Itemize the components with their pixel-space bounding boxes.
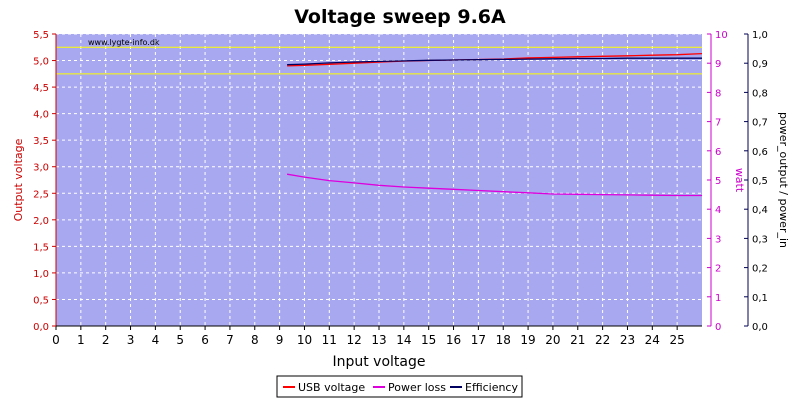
x-tick-label: 16: [446, 333, 461, 347]
right2-tick-label: 0,1: [752, 293, 768, 304]
x-tick-label: 13: [371, 333, 386, 347]
x-tick-label: 23: [620, 333, 635, 347]
right2-tick-label: 0,2: [752, 264, 768, 275]
right1-tick-label: 0: [715, 322, 721, 333]
left-axis-ticks: 0,0 0,5 1,0 1,5 2,0 2,5 3,0 3,5 4,0 4,5 5,0 5,5: [33, 30, 56, 333]
x-tick-label: 2: [102, 333, 110, 347]
right1-tick-label: 10: [715, 30, 728, 41]
x-tick-label: 21: [570, 333, 585, 347]
series-line-efficiency: [287, 57, 702, 66]
x-tick-label: 15: [421, 333, 436, 347]
left-tick-label: 2,5: [33, 189, 49, 200]
left-tick-label: 1,5: [33, 242, 49, 253]
right2-tick-label: 0,9: [752, 59, 768, 70]
left-tick-label: 3,5: [33, 136, 49, 147]
left-tick-label: 3,0: [33, 163, 49, 174]
right1-axis-label: watt: [733, 168, 746, 193]
right2-tick-label: 0,8: [752, 88, 768, 99]
x-tick-label: 0: [52, 333, 60, 347]
right2-tick-label: 0,3: [752, 234, 768, 245]
right1-tick-label: 8: [715, 88, 721, 99]
right1-tick-label: 1: [715, 293, 721, 304]
left-tick-label: 4,0: [33, 110, 49, 121]
x-tick-label: 5: [176, 333, 184, 347]
right2-tick-label: 0,6: [752, 147, 768, 158]
left-tick-label: 0,5: [33, 295, 49, 306]
x-tick-label: 12: [347, 333, 362, 347]
x-tick-label: 11: [322, 333, 337, 347]
right2-tick-label: 0,0: [752, 322, 768, 333]
watermark: www.lygte-info.dk: [88, 38, 160, 47]
right2-tick-label: 0,7: [752, 118, 768, 129]
chart-title: Voltage sweep 9.6A: [294, 6, 506, 28]
series-lines: [286, 52, 703, 197]
right1-tick-label: 6: [715, 147, 721, 158]
left-tick-label: 0,0: [33, 322, 49, 333]
x-axis-label: Input voltage: [332, 354, 425, 370]
x-tick-label: 6: [201, 333, 209, 347]
x-tick-label: 9: [276, 333, 284, 347]
x-tick-label: 20: [545, 333, 560, 347]
series-line-power-loss: [286, 173, 702, 197]
x-tick-label: 18: [496, 333, 511, 347]
x-tick-label: 1: [77, 333, 85, 347]
left-tick-label: 5,5: [33, 30, 49, 41]
right1-tick-label: 4: [715, 205, 721, 216]
reference-lines: [56, 46, 702, 75]
legend-label-usb-voltage: USB voltage: [298, 381, 365, 394]
right1-tick-label: 3: [715, 234, 721, 245]
right1-tick-label: 9: [715, 59, 721, 70]
legend-label-efficiency: Efficiency: [465, 381, 518, 394]
x-tick-label: 17: [471, 333, 486, 347]
legend-box: [276, 375, 523, 398]
right1-tick-label: 5: [715, 176, 721, 187]
x-tick-label: 4: [152, 333, 160, 347]
left-tick-label: 5,0: [33, 57, 49, 68]
right1-axis-ticks: 0 1 2 3 4 5 6 7 8 9 10: [707, 30, 728, 333]
right1-tick-label: 7: [715, 118, 721, 129]
x-tick-label: 10: [297, 333, 312, 347]
left-tick-label: 1,0: [33, 269, 49, 280]
x-tick-label: 14: [396, 333, 411, 347]
left-tick-label: 4,5: [33, 83, 49, 94]
right2-axis-label: power_output / power_in: [777, 112, 790, 248]
right1-tick-label: 2: [715, 264, 721, 275]
left-tick-label: 2,0: [33, 216, 49, 227]
legend-label-power-loss: Power loss: [388, 381, 446, 394]
x-tick-label: 22: [595, 333, 610, 347]
x-tick-label: 7: [226, 333, 234, 347]
right2-tick-label: 1,0: [752, 30, 768, 41]
x-tick-label: 8: [251, 333, 259, 347]
x-tick-label: 3: [127, 333, 135, 347]
right2-axis-ticks: 0,0 0,1 0,2 0,3 0,4 0,5 0,6 0,7 0,8 0,9 1,0: [744, 30, 768, 333]
x-tick-label: 19: [520, 333, 535, 347]
left-axis-label: Output voltage: [12, 138, 25, 221]
right2-tick-label: 0,5: [752, 176, 768, 187]
legend: USB voltage Power loss Efficiency: [276, 375, 523, 398]
right2-tick-label: 0,4: [752, 205, 768, 216]
x-tick-label: 24: [645, 333, 660, 347]
x-axis-ticks: 0 1 2 3 4 5 6 7 8 9 10 11 12 13 14 15 16 17 18 19 20 21 22 23 24…: [52, 326, 685, 347]
x-tick-label: 25: [670, 333, 685, 347]
